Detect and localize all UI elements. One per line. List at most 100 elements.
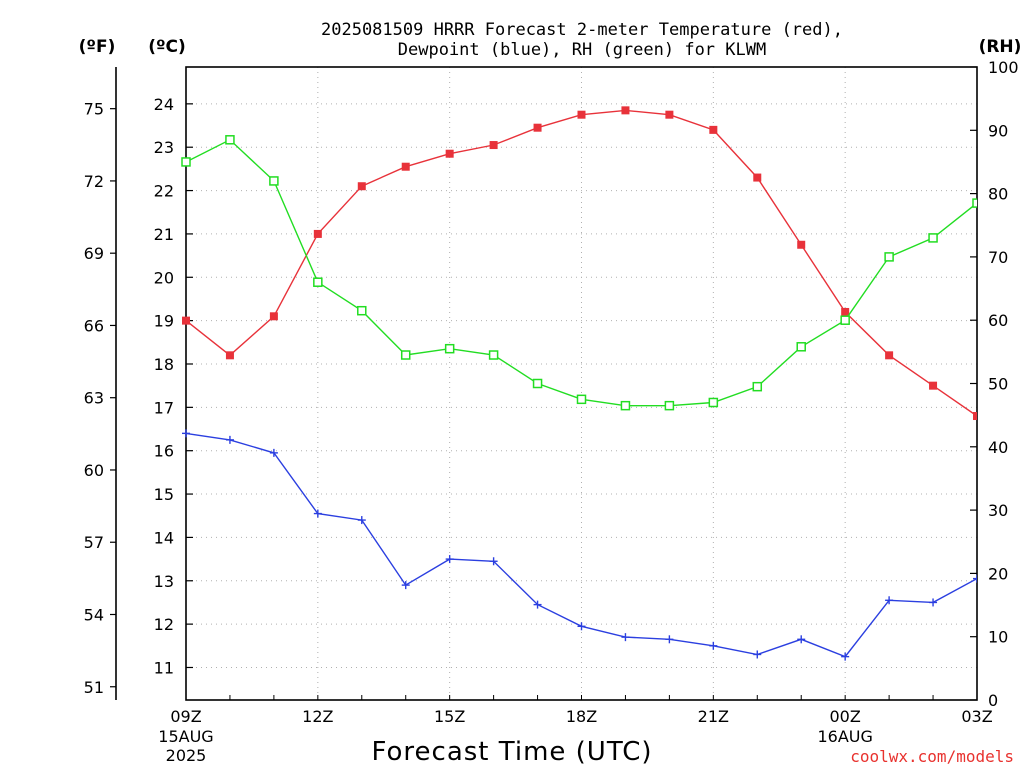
- celsius-tick-label: 15: [154, 485, 174, 504]
- rh-point: [708, 397, 719, 408]
- rh-point: [269, 176, 279, 186]
- celsius-tick-label: 18: [154, 355, 174, 374]
- source-credit: coolwx.com/models: [850, 747, 1014, 766]
- dewpoint-point: [885, 596, 894, 605]
- dewpoint-point: [797, 635, 806, 644]
- fahrenheit-tick-label: 72: [84, 172, 104, 191]
- dewpoint-point: [445, 555, 454, 564]
- x-tick-label: 03Z: [961, 707, 992, 726]
- temperature-point: [489, 141, 498, 150]
- rh-tick-label: 20: [988, 564, 1008, 583]
- grid-lines: [186, 67, 977, 700]
- dewpoint-point: [841, 652, 850, 661]
- temperature-point: [973, 412, 977, 421]
- celsius-tick-label: 20: [154, 268, 174, 287]
- rh-point: [664, 400, 675, 411]
- tick-labels: 11 12 13 14 15 16 17 18 19 20 21 22 23 24 51 54 57 60 63 66…: [84, 58, 1019, 765]
- x-tick-year: 2025: [166, 746, 207, 765]
- dewpoint-point: [533, 600, 542, 609]
- fahrenheit-tick-label: 54: [84, 605, 104, 624]
- temperature-point: [577, 110, 586, 119]
- temperature-point: [182, 316, 190, 325]
- temperature-point: [665, 110, 674, 119]
- rh-tick-label: 60: [988, 311, 1008, 330]
- rh-tick-label: 90: [988, 121, 1008, 140]
- rh-tick-label: 30: [988, 501, 1008, 520]
- rh-tick-label: 50: [988, 375, 1008, 394]
- x-tick-date: 16AUG: [817, 727, 872, 746]
- temperature-point: [445, 149, 454, 158]
- rh-point: [576, 394, 587, 405]
- celsius-tick-label: 21: [154, 225, 174, 244]
- dewpoint-series: [182, 429, 977, 661]
- x-tick-label: 21Z: [698, 707, 729, 726]
- rh-tick-label: 40: [988, 438, 1008, 457]
- celsius-tick-label: 22: [154, 182, 174, 201]
- temperature-point: [841, 307, 850, 316]
- x-tick-label: 15Z: [434, 707, 465, 726]
- dewpoint-point: [489, 557, 498, 566]
- fahrenheit-tick-label: 63: [84, 389, 104, 408]
- rh-point: [488, 350, 499, 360]
- celsius-tick-label: 11: [154, 658, 174, 677]
- rh-point: [752, 381, 763, 392]
- temperature-point: [225, 351, 234, 360]
- rh-point: [884, 252, 894, 262]
- dewpoint-point: [753, 650, 762, 659]
- celsius-tick-label: 16: [154, 442, 174, 461]
- rh-tick-label: 70: [988, 248, 1008, 267]
- temperature-point: [797, 240, 806, 249]
- dewpoint-point: [357, 516, 366, 525]
- fahrenheit-tick-label: 66: [84, 316, 104, 335]
- x-tick-label: 09Z: [170, 707, 201, 726]
- rh-point: [225, 135, 235, 145]
- temperature-point: [357, 182, 366, 191]
- rh-point: [532, 378, 543, 389]
- rh-point: [313, 277, 323, 287]
- x-tick-label: 00Z: [830, 707, 861, 726]
- chart-title-line2: Dewpoint (blue), RH (green) for KLWM: [398, 40, 766, 60]
- dewpoint-point: [709, 641, 718, 650]
- temperature-line: [185, 109, 977, 417]
- celsius-tick-label: 23: [154, 138, 174, 157]
- fahrenheit-tick-label: 51: [84, 678, 104, 697]
- rh-tick-label: 10: [988, 628, 1008, 647]
- celsius-tick-label: 13: [154, 572, 174, 591]
- celsius-axis-unit: (ºC): [148, 37, 186, 57]
- celsius-tick-label: 24: [154, 95, 174, 114]
- celsius-tick-label: 12: [154, 615, 174, 634]
- dewpoint-point: [225, 435, 234, 444]
- rh-tick-label: 100: [988, 58, 1019, 77]
- celsius-tick-label: 14: [154, 528, 174, 547]
- x-tick-label: 12Z: [302, 707, 333, 726]
- dewpoint-point: [313, 509, 322, 518]
- data-series: [181, 106, 977, 661]
- rh-tick-label: 0: [988, 691, 998, 710]
- plot-frame: [185, 66, 978, 701]
- temperature-point: [929, 381, 938, 390]
- temperature-point: [401, 162, 410, 171]
- rh-point: [928, 233, 938, 243]
- temperature-series: [182, 106, 977, 421]
- dewpoint-point: [973, 574, 977, 583]
- axes: [110, 66, 978, 701]
- dewpoint-point: [929, 598, 938, 607]
- temperature-point: [885, 351, 894, 360]
- rh-point: [972, 198, 977, 208]
- fahrenheit-tick-label: 60: [84, 461, 104, 480]
- dewpoint-point: [401, 581, 410, 590]
- fahrenheit-tick-label: 69: [84, 244, 104, 263]
- temperature-point: [313, 229, 322, 238]
- rh-point: [400, 350, 411, 360]
- chart-title-line1: 2025081509 HRRR Forecast 2-meter Tempera…: [321, 20, 843, 40]
- x-tick-label: 18Z: [566, 707, 597, 726]
- rh-point: [181, 157, 191, 167]
- rh-tick-label: 80: [988, 185, 1008, 204]
- fahrenheit-axis-unit: (ºF): [79, 37, 116, 57]
- dewpoint-point: [182, 429, 190, 438]
- rh-point: [796, 342, 806, 352]
- dewpoint-point: [621, 633, 630, 642]
- fahrenheit-tick-label: 75: [84, 100, 104, 119]
- rh-point: [444, 343, 455, 354]
